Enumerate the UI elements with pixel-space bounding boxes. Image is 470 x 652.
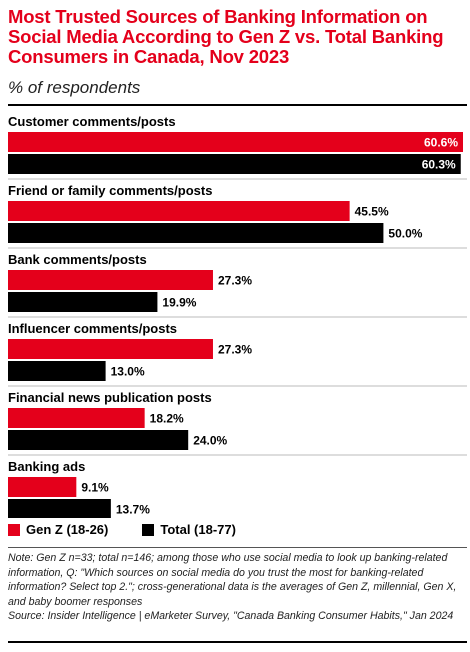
bar-total [8,499,111,518]
bar-genz [8,477,77,497]
footnote-rule [8,547,467,548]
bar-total [8,292,158,312]
category-label: Banking ads [8,459,85,474]
category-label: Bank comments/posts [8,252,147,267]
bar-genz [8,408,145,428]
bar-value-label: 60.6% [424,136,458,150]
bar-value-label: 27.3% [218,274,252,288]
category-label: Influencer comments/posts [8,321,177,336]
legend-label-total: Total (18-77) [160,522,236,537]
category-label: Financial news publication posts [8,390,212,405]
top-rule [8,104,467,106]
chart-title: Most Trusted Sources of Banking Informat… [8,6,444,67]
bar-value-label: 24.0% [193,434,227,448]
bar-total [8,430,189,450]
category-label: Friend or family comments/posts [8,183,212,198]
bar-value-label: 27.3% [218,343,252,357]
bar-genz [8,339,213,359]
bar-value-label: 60.3% [422,158,456,172]
footnote-source: Source: Insider Intelligence | eMarketer… [8,610,454,622]
bar-chart: Customer comments/posts 60.6% 60.3% Friend … [8,114,467,518]
bar-genz [8,132,463,152]
bar-value-label: 19.9% [162,296,196,310]
bar-value-label: 50.0% [388,227,422,241]
bar-value-label: 13.7% [116,503,150,517]
bar-total [8,361,106,381]
bar-total [8,223,384,243]
legend-item-total: Total (18-77) [142,522,236,537]
bar-total [8,154,461,174]
bar-genz [8,270,213,290]
bar-value-label: 45.5% [355,205,389,219]
footnote: Note: Gen Z n=33; total n=146; among tho… [8,551,468,624]
legend-swatch-total [142,523,155,536]
category-label: Customer comments/posts [8,114,176,129]
bar-value-label: 9.1% [81,481,109,495]
bottom-rule [8,641,467,643]
bar-value-label: 13.0% [111,365,145,379]
legend-label-genz: Gen Z (18-26) [26,522,109,537]
legend-item-genz: Gen Z (18-26) [8,522,108,537]
bar-value-label: 18.2% [150,412,184,426]
bar-genz [8,201,350,221]
chart-subtitle: % of respondents [8,78,141,97]
legend: Gen Z (18-26) Total (18-77) [8,522,270,537]
footnote-note: Note: Gen Z n=33; total n=146; among tho… [8,552,457,608]
legend-swatch-genz [8,523,20,536]
